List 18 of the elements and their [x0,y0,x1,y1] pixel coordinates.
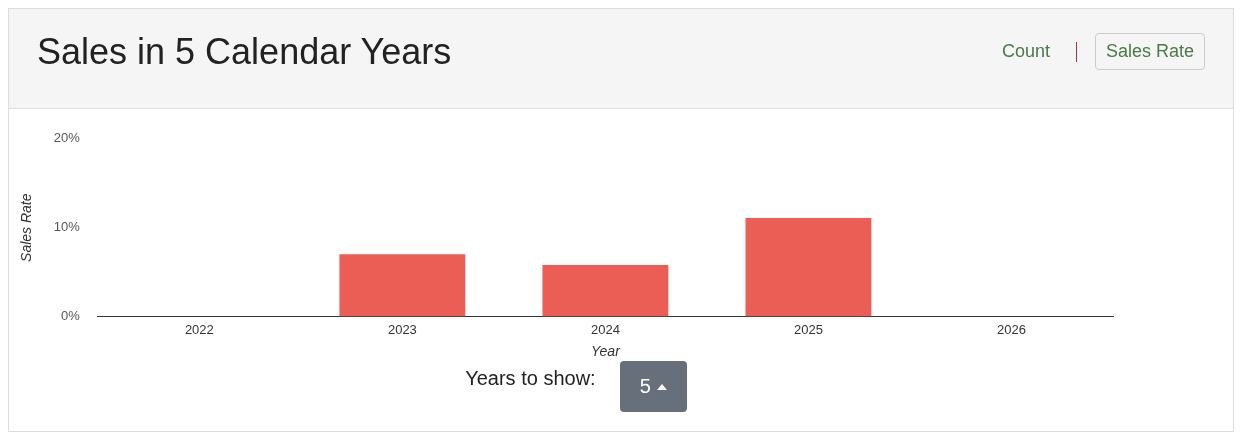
text: Years to show: [465,367,596,390]
bar [542,265,669,317]
x-tick-label: 2026 [997,321,1026,337]
y-tick-label: 20% [53,130,81,146]
bar [339,254,466,317]
bar [745,217,872,317]
y-axis-title: Sales Rate [18,193,35,262]
x-tick-label: 2024 [590,321,620,337]
text: Sales Rate [1094,33,1205,70]
chart-title: Sales in 5 Calendar Years [37,30,453,73]
x-tick-label: 2025 [793,321,823,337]
y-tick-label: 0% [61,308,81,324]
text: 5 [619,361,687,412]
text: Count [1001,41,1050,62]
x-axis-title: Year [591,343,622,360]
x-tick-label: 2023 [387,321,417,337]
y-tick-label: 10% [53,219,81,235]
x-tick-label: 2022 [184,321,214,337]
